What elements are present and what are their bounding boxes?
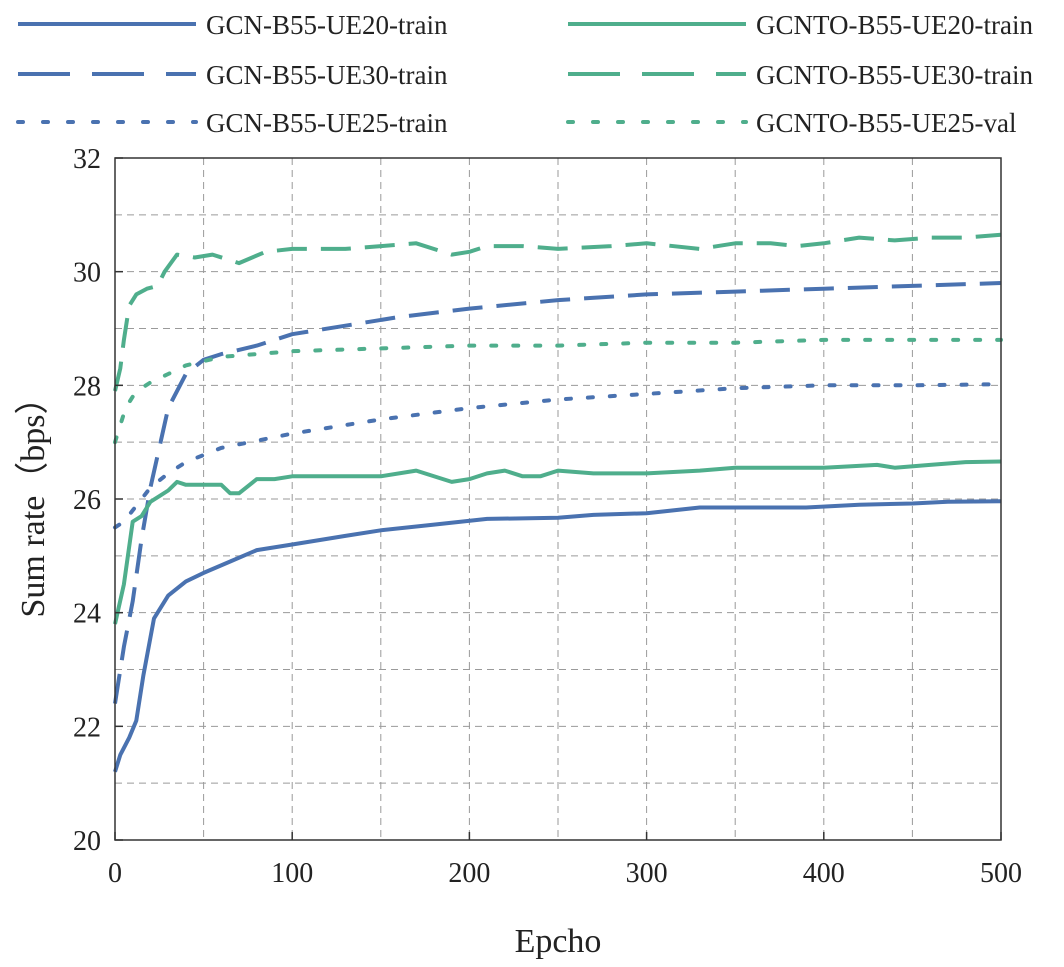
y-tick-label: 26 (73, 485, 101, 516)
legend-label: GCN-B55-UE30-train (206, 60, 448, 90)
legend-label: GCNTO-B55-UE25-val (756, 108, 1016, 138)
series-line-4 (113, 459, 1002, 625)
y-tick-label: 32 (73, 144, 101, 175)
y-tick-label: 22 (73, 712, 101, 743)
y-tick-label: 20 (73, 826, 101, 857)
legend-label: GCNTO-B55-UE20-train (756, 10, 1033, 40)
x-tick-label: 500 (980, 858, 1022, 889)
y-axis-label: Sum rate（bps） (14, 380, 52, 617)
legend-label: GCN-B55-UE25-train (206, 108, 448, 138)
series-line-6 (113, 337, 1003, 445)
x-tick-label: 400 (803, 858, 845, 889)
y-tick-label: 24 (73, 599, 101, 630)
series-line-5 (113, 232, 1002, 392)
x-axis-label: Epcho (515, 923, 602, 960)
legend-label: GCN-B55-UE20-train (206, 10, 448, 40)
grid-lines (115, 158, 1001, 840)
y-tick-label: 30 (73, 258, 101, 289)
x-tick-label: 100 (271, 858, 313, 889)
x-tick-label: 300 (626, 858, 668, 889)
axis-ticks: 0 100 200 300 400 500 20 22 24 26 28 30 32 (73, 144, 1022, 889)
x-tick-label: 0 (108, 858, 122, 889)
series-lines (113, 232, 1003, 773)
series-line-1 (113, 499, 1002, 773)
legend: GCN-B55-UE20-train GCNTO-B55-UE20-train GC… (16, 10, 1033, 138)
legend-label: GCNTO-B55-UE30-train (756, 60, 1033, 90)
series-line-3 (113, 382, 1003, 530)
series-line-2 (113, 281, 1002, 704)
y-tick-label: 28 (73, 371, 101, 402)
x-tick-label: 200 (448, 858, 490, 889)
